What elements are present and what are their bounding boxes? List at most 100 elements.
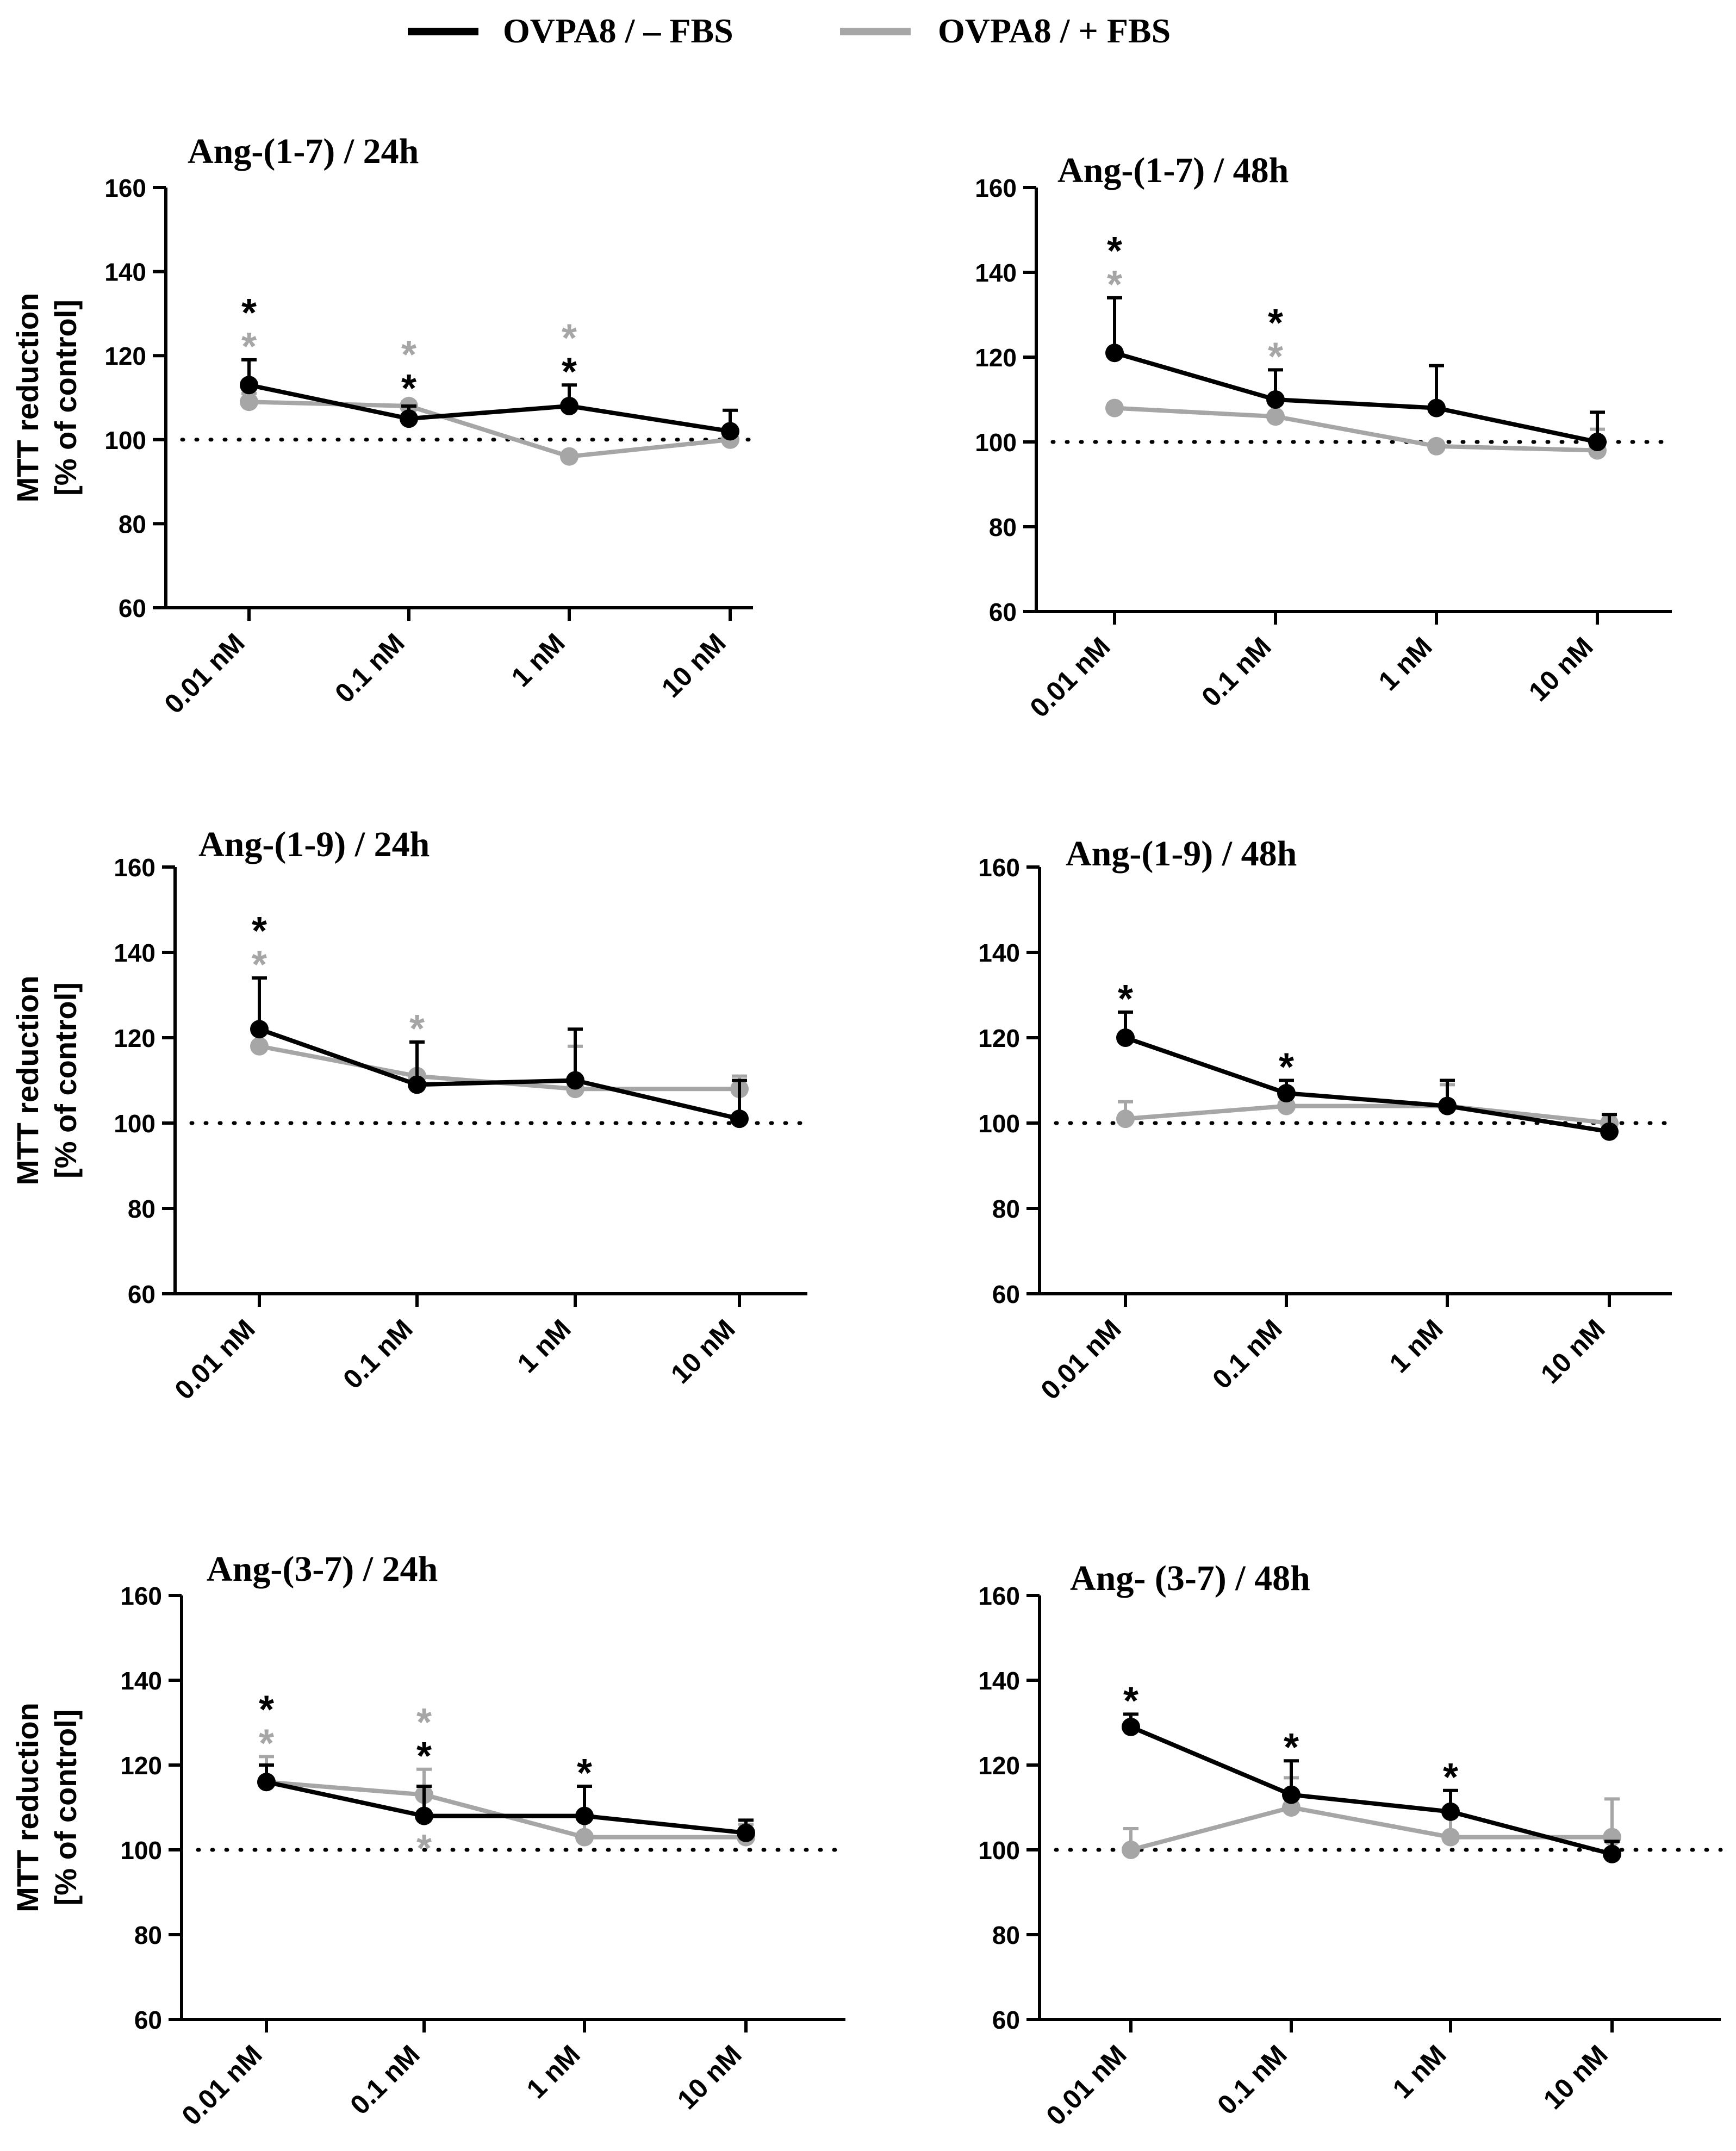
y-tick-label: 160	[975, 174, 1017, 202]
significance-star-minus-fbs: *	[1118, 977, 1133, 1021]
significance-star-plus-fbs: *	[416, 1701, 432, 1744]
y-tick-label: 140	[114, 939, 155, 967]
significance-star-minus-fbs: *	[577, 1751, 592, 1795]
y-tick-label: 120	[978, 1751, 1020, 1780]
series-line-plus-fbs	[1125, 1103, 1610, 1125]
legend: OVPA8 / – FBS OVPA8 / + FBS	[408, 11, 1171, 50]
data-point-minus-fbs	[1266, 390, 1285, 409]
y-tick-label: 160	[114, 853, 155, 882]
significance-star-minus-fbs: *	[401, 367, 416, 410]
significance-star-minus-fbs: *	[1123, 1679, 1138, 1723]
x-tick-label: 1 nM	[1384, 1313, 1449, 1379]
significance-star-minus-fbs: *	[1107, 229, 1122, 273]
data-point-minus-fbs	[1438, 1096, 1457, 1115]
y-tick-label: 100	[104, 426, 146, 454]
x-tick-label: 0.1 nM	[1211, 2039, 1293, 2121]
significance-star-plus-fbs: *	[241, 325, 257, 369]
y-tick-label: 60	[128, 1280, 155, 1308]
data-point-plus-fbs	[1282, 1798, 1301, 1817]
significance-star-plus-fbs: *	[252, 943, 267, 987]
data-point-minus-fbs	[257, 1773, 276, 1792]
data-point-minus-fbs	[1441, 1802, 1460, 1821]
significance-star-minus-fbs: *	[252, 909, 267, 953]
y-tick-label: 140	[978, 939, 1020, 967]
significance-star-minus-fbs: *	[1443, 1756, 1458, 1799]
data-point-minus-fbs	[1122, 1717, 1140, 1736]
data-point-plus-fbs	[575, 1828, 594, 1847]
chart-title: Ang-(1-7) / 24h	[188, 132, 419, 171]
y-axis-label: MTT reduction [% of control]	[10, 976, 83, 1186]
y-tick-label: 100	[978, 1109, 1020, 1138]
significance-star-minus-fbs: *	[1268, 301, 1283, 345]
series-line-plus-fbs	[1114, 406, 1598, 453]
chart-panel-5: Ang-(3-7) / 24h 60 80 100 120 140 160 0.01 nM 0.…	[10, 1549, 848, 2131]
y-tick-label: 100	[975, 428, 1017, 457]
chart-title: Ang-(1-9) / 24h	[198, 825, 430, 864]
y-tick-label: 60	[134, 2006, 162, 2034]
x-tick-label: 10 nM	[1523, 631, 1599, 707]
y-tick-label: 100	[978, 1836, 1020, 1865]
y-tick-label: 160	[978, 853, 1020, 882]
significance-star-plus-fbs: *	[1268, 335, 1283, 378]
data-point-plus-fbs	[1122, 1841, 1140, 1859]
chart-title: Ang-(1-9) / 48h	[1066, 834, 1297, 874]
y-tick-label: 120	[978, 1024, 1020, 1052]
y-tick-label: 160	[120, 1582, 162, 1610]
data-point-minus-fbs	[1427, 398, 1446, 417]
series-line-plus-fbs	[266, 1780, 746, 1840]
chart-panel-4: Ang-(1-9) / 48h 60 80 100 120 140 160 0.01 nM 0.…	[978, 834, 1674, 1405]
legend-label-plus-fbs: OVPA8 / + FBS	[938, 11, 1171, 50]
x-tick-label: 1 nM	[1387, 2039, 1452, 2104]
series-line-minus-fbs	[266, 1780, 746, 1835]
data-point-minus-fbs	[1116, 1028, 1135, 1047]
y-axis-label-line: [% of control]	[48, 982, 83, 1179]
data-point-minus-fbs	[1600, 1122, 1619, 1141]
data-point-minus-fbs	[575, 1806, 594, 1825]
x-tick-label: 0.01 nM	[1040, 2039, 1132, 2131]
series-line-minus-fbs	[1113, 351, 1598, 444]
y-tick-label: 80	[992, 1921, 1020, 1949]
y-tick-label: 160	[104, 174, 146, 202]
y-tick-label: 60	[989, 598, 1017, 626]
chart-panel-1: Ang-(1-7) / 24h 60 80 100 120 140 160 0.01 nM 0.…	[10, 132, 755, 719]
x-tick-label: 0.01 nM	[1024, 631, 1116, 723]
y-axis-label: MTT reduction [% of control]	[10, 293, 83, 503]
y-tick-label: 80	[134, 1921, 162, 1949]
data-point-plus-fbs	[250, 1037, 269, 1056]
data-point-minus-fbs	[560, 396, 578, 415]
significance-star-minus-fbs: *	[1279, 1046, 1294, 1089]
significance-star-minus-fbs: *	[259, 1688, 274, 1731]
chart-panel-2: Ang-(1-7) / 48h 60 80 100 120 140 160 0.01 nM 0.…	[975, 151, 1674, 723]
data-point-minus-fbs	[408, 1075, 426, 1094]
data-point-minus-fbs	[415, 1806, 433, 1825]
significance-star-minus-fbs: *	[562, 350, 577, 394]
data-point-minus-fbs	[250, 1020, 269, 1039]
y-tick-label: 140	[120, 1667, 162, 1695]
x-tick-label: 0.01 nM	[1035, 1313, 1127, 1405]
chart-panel-3: Ang-(1-9) / 24h 60 80 100 120 140 160 0.01 nM 0.…	[10, 825, 810, 1405]
data-point-plus-fbs	[560, 447, 578, 466]
x-tick-label: 10 nM	[1538, 2039, 1614, 2115]
data-point-plus-fbs	[1427, 437, 1446, 456]
x-tick-label: 10 nM	[665, 1313, 741, 1389]
series-line-minus-fbs	[248, 383, 731, 434]
x-tick-label: 0.1 nM	[337, 1313, 419, 1395]
data-point-minus-fbs	[240, 376, 258, 395]
series-line-plus-fbs	[1130, 1805, 1612, 1852]
panels: Ang-(1-7) / 24h 60 80 100 120 140 160 0.01 nM 0.…	[10, 132, 1723, 2131]
data-point-minus-fbs	[1603, 1844, 1621, 1863]
y-tick-label: 120	[114, 1024, 155, 1052]
significance-star-minus-fbs: *	[1284, 1726, 1299, 1769]
y-tick-label: 80	[119, 510, 146, 538]
y-tick-label: 60	[119, 594, 146, 622]
y-tick-label: 140	[975, 259, 1017, 287]
chart-title: Ang-(1-7) / 48h	[1057, 151, 1289, 190]
data-point-minus-fbs	[566, 1071, 584, 1090]
y-tick-label: 120	[975, 344, 1017, 372]
y-tick-label: 80	[992, 1195, 1020, 1223]
x-tick-label: 10 nM	[1535, 1313, 1611, 1389]
y-axis-label-line: MTT reduction	[10, 293, 45, 503]
chart-title: Ang- (3-7) / 48h	[1070, 1558, 1310, 1598]
data-point-minus-fbs	[1105, 344, 1124, 363]
